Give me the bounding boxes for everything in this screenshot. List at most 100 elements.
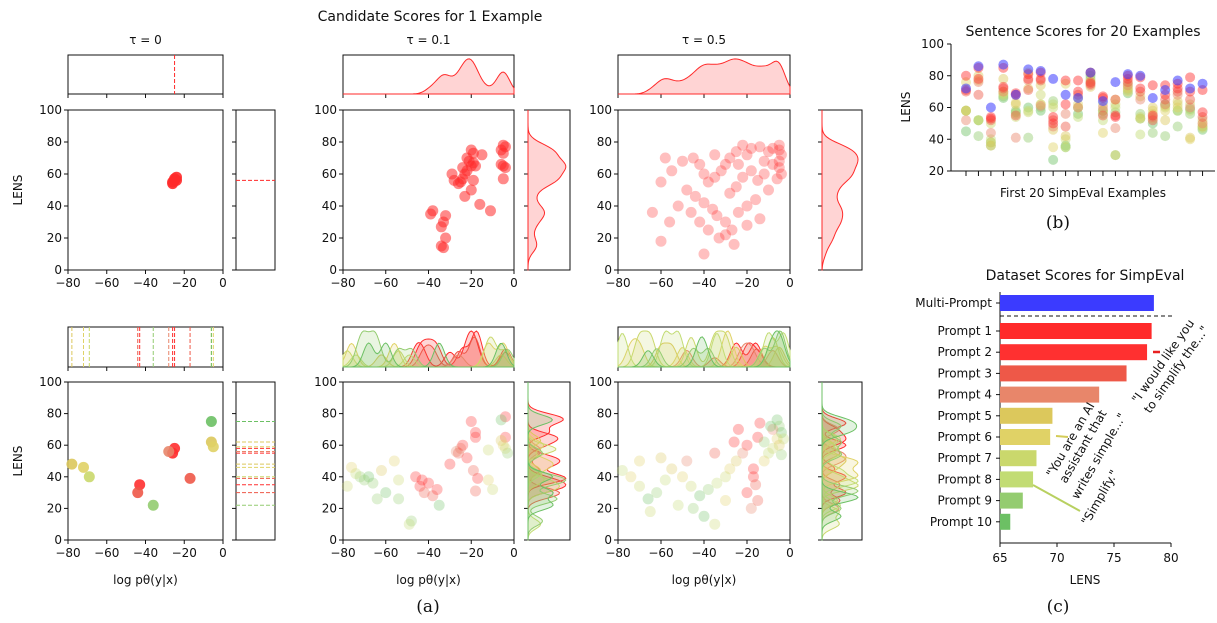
y-tick-label: 80	[597, 407, 612, 421]
data-point	[724, 463, 736, 475]
data-point	[642, 493, 654, 505]
y-tick-label: 20	[322, 501, 337, 515]
bar	[1000, 344, 1148, 361]
x-tick-label: −60	[373, 546, 398, 560]
data-point	[495, 434, 507, 446]
data-point	[1097, 96, 1108, 107]
data-point	[499, 442, 511, 454]
x-tick-label: −20	[734, 276, 759, 290]
data-point	[433, 499, 445, 511]
data-point	[1135, 113, 1146, 124]
data-point	[1160, 100, 1171, 111]
data-point	[455, 442, 467, 454]
y-tick-label: 0	[604, 533, 612, 547]
data-point	[467, 174, 479, 186]
x-tick-label: −60	[94, 276, 119, 290]
category-label: Prompt 3	[938, 366, 993, 380]
data-point	[666, 463, 678, 475]
data-point	[1147, 80, 1158, 91]
data-point	[765, 420, 777, 432]
data-point	[1110, 102, 1121, 113]
bar	[1000, 365, 1127, 382]
column-title: τ = 0.1	[407, 33, 451, 47]
data-point	[685, 206, 697, 218]
data-point	[775, 449, 787, 461]
y-tick-label: 60	[47, 167, 62, 181]
data-point	[664, 216, 676, 228]
data-point	[1035, 105, 1046, 116]
data-point	[763, 146, 774, 158]
data-point	[1197, 123, 1208, 134]
data-point	[1135, 86, 1146, 97]
category-label: Prompt 6	[938, 430, 993, 444]
data-point	[1147, 127, 1158, 138]
data-point	[1147, 92, 1158, 103]
data-point	[354, 471, 366, 483]
data-point	[694, 216, 706, 228]
data-point	[1110, 112, 1121, 123]
data-point	[1048, 124, 1059, 135]
data-point	[677, 155, 688, 167]
x-tick-label: −20	[734, 546, 759, 560]
y-tick-label: 100	[589, 103, 612, 117]
data-point	[1073, 112, 1084, 123]
data-point	[1010, 108, 1021, 119]
data-point	[973, 115, 984, 126]
y-axis-label: LENS	[11, 446, 25, 477]
data-point	[1085, 77, 1096, 88]
data-point	[709, 171, 721, 183]
data-point	[1160, 99, 1171, 110]
bar	[1000, 513, 1011, 530]
x-tick-label: −80	[605, 546, 630, 560]
y-tick-label: 60	[597, 167, 612, 181]
data-point	[1048, 115, 1059, 126]
data-point	[495, 158, 507, 170]
data-point	[651, 487, 663, 499]
x-tick-label: 0	[510, 276, 518, 290]
x-tick-label: −60	[648, 276, 673, 290]
data-point	[1147, 118, 1158, 129]
y-tick-label: 80	[597, 135, 612, 149]
data-point	[1110, 94, 1121, 105]
y-tick-label: 60	[597, 438, 612, 452]
data-point	[388, 455, 400, 467]
data-point	[709, 447, 721, 459]
data-point	[1197, 118, 1208, 129]
data-point	[1097, 127, 1108, 138]
data-point	[672, 499, 684, 511]
data-point	[1010, 89, 1021, 100]
data-point	[1147, 105, 1158, 116]
data-point	[687, 502, 699, 514]
data-point	[1073, 108, 1084, 119]
data-point	[961, 105, 971, 116]
right-marginal-frame	[235, 109, 276, 271]
data-point	[470, 485, 482, 497]
data-point	[459, 190, 471, 202]
data-point	[747, 471, 759, 483]
x-tick-label: −80	[330, 546, 355, 560]
x-tick-label: −20	[172, 546, 197, 560]
data-point	[1185, 104, 1196, 115]
bar	[1000, 386, 1100, 403]
data-point	[171, 174, 182, 186]
y-tick-label: 40	[47, 199, 62, 213]
main-axes-frame	[67, 109, 224, 271]
data-point	[775, 168, 787, 180]
data-point	[1172, 86, 1183, 97]
sentence-scores-chart: Sentence Scores for 20 Examples 20 40 60 80 1…	[899, 24, 1215, 200]
data-point	[1023, 105, 1034, 116]
category-label: Prompt 1	[938, 324, 993, 338]
data-point	[444, 458, 456, 470]
data-point	[758, 168, 770, 180]
data-point	[1060, 75, 1071, 86]
data-point	[1135, 83, 1146, 94]
data-point	[1060, 131, 1071, 142]
caption-c: (c)	[1047, 597, 1070, 617]
x-tick-label: −80	[605, 276, 630, 290]
data-point	[1035, 73, 1046, 84]
y-tick-label: 20	[929, 164, 944, 178]
data-point	[1048, 96, 1059, 107]
data-point	[698, 168, 710, 180]
data-point	[961, 105, 971, 116]
